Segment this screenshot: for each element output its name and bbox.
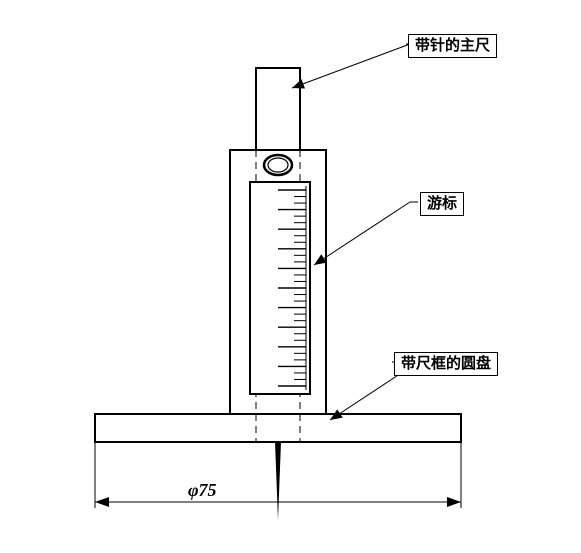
- label-main-rule: 带针的主尺: [408, 34, 497, 58]
- label-vernier: 游标: [420, 192, 464, 216]
- dimension-diameter: φ75: [188, 480, 217, 501]
- drawing-svg: [0, 0, 581, 553]
- label-disc: 带尺框的圆盘: [394, 352, 498, 376]
- diagram-canvas: 带针的主尺 游标 带尺框的圆盘 φ75: [0, 0, 581, 553]
